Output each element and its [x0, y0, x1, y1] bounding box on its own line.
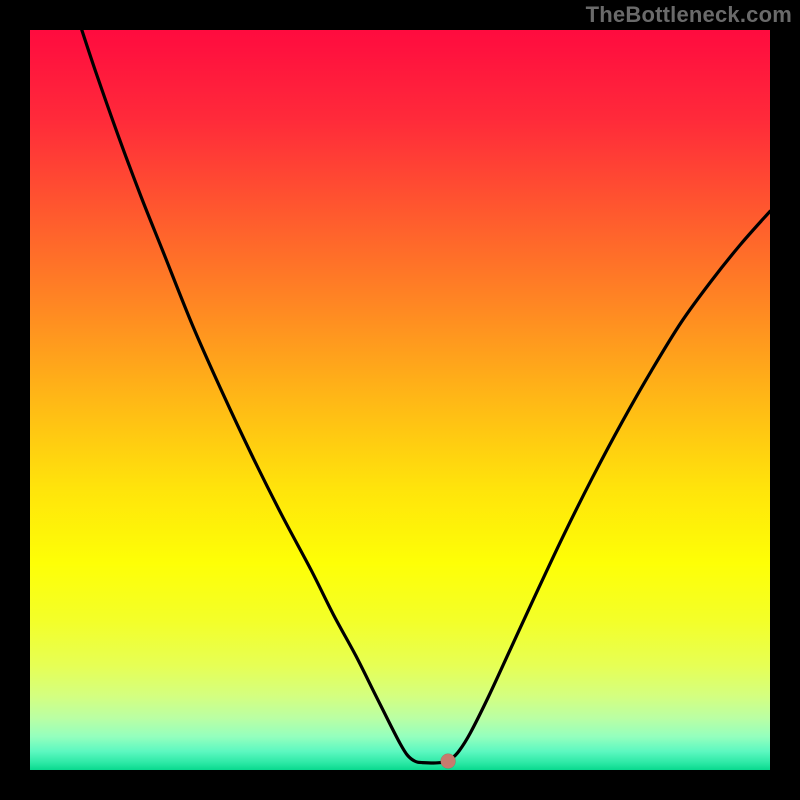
minimum-marker: [441, 754, 456, 769]
plot-area: [30, 30, 770, 770]
watermark-text: TheBottleneck.com: [586, 2, 792, 28]
bottleneck-curve: [30, 30, 770, 770]
